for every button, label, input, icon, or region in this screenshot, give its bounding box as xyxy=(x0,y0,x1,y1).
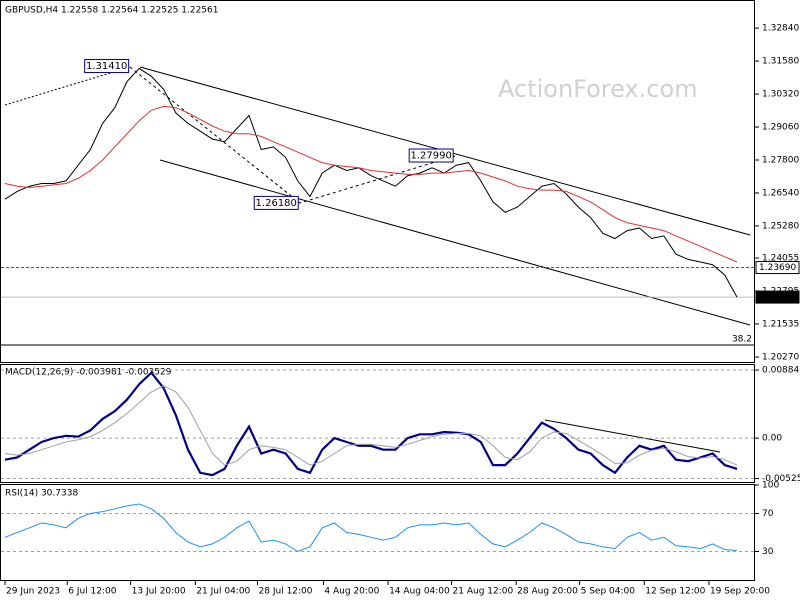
price-label: 1.23690 xyxy=(759,263,796,273)
y-tick-label: 1.25280 xyxy=(762,221,799,231)
fib-label: 38.2 xyxy=(732,334,752,344)
price-label-box xyxy=(755,290,800,304)
series-line xyxy=(4,67,738,298)
series-line xyxy=(4,371,738,477)
y-tick-label: 1.20270 xyxy=(762,353,799,363)
series-line xyxy=(4,105,738,263)
annotation-box xyxy=(84,59,130,74)
y-tick-label: 0.008846 xyxy=(762,366,800,376)
x-tick-label: 13 Jul 20:00 xyxy=(132,587,186,597)
rsi-panel xyxy=(0,484,755,581)
x-tick-label: 19 Sep 20:00 xyxy=(710,587,770,597)
y-tick-label: 1.27800 xyxy=(762,155,799,165)
y-tick-label: 1.21535 xyxy=(762,319,799,329)
series-line xyxy=(4,503,738,553)
x-tick-label: 6 Jul 12:00 xyxy=(68,587,117,597)
x-tick-label: 29 Jun 2023 xyxy=(6,587,60,597)
annotation-box xyxy=(253,195,299,210)
y-tick-label: 30 xyxy=(762,547,774,557)
y-tick-label: 100 xyxy=(762,481,779,491)
price-panel xyxy=(0,0,755,363)
y-tick-label: -0.005252 xyxy=(762,474,800,484)
y-tick-label: 1.32840 xyxy=(762,24,799,34)
price-label: 1.22561 xyxy=(759,293,796,303)
x-tick-label: 21 Jul 04:00 xyxy=(196,587,250,597)
y-tick-label: 1.30320 xyxy=(762,90,799,100)
x-tick-label: 28 Jul 12:00 xyxy=(259,587,313,597)
watermark: ActionForex.com xyxy=(498,75,698,103)
macd-panel xyxy=(0,364,755,483)
annotation-label: 1.26180 xyxy=(256,198,297,209)
price-label-box xyxy=(755,261,800,275)
macd-trend-line xyxy=(544,419,721,453)
x-tick-label: 12 Sep 12:00 xyxy=(645,587,705,597)
y-tick-label: 1.26540 xyxy=(762,188,799,198)
annotation-label: 1.31410 xyxy=(86,61,127,72)
annotation-box xyxy=(408,148,454,163)
trend-line xyxy=(4,66,131,106)
x-tick-label: 28 Aug 20:00 xyxy=(517,587,578,597)
annotation-label: 1.27990 xyxy=(411,151,452,162)
chart-title: GBPUSD,H4 1.22558 1.22564 1.22525 1.2256… xyxy=(5,6,218,16)
y-tick-label: 1.24055 xyxy=(762,253,799,263)
y-tick-label: 0.00 xyxy=(762,434,782,444)
y-tick-label: 70 xyxy=(762,509,774,519)
macd-title: MACD(12,26,9) -0.003981 -0.003529 xyxy=(5,368,172,378)
y-tick-label: 1.31580 xyxy=(762,57,799,67)
x-tick-label: 4 Aug 20:00 xyxy=(324,587,379,597)
rsi-title: RSI(14) 30.7338 xyxy=(5,489,78,499)
x-tick-label: 14 Aug 04:00 xyxy=(389,587,450,597)
series-line xyxy=(4,385,738,466)
y-tick-label: 1.29060 xyxy=(762,123,799,133)
x-tick-label: 21 Aug 12:00 xyxy=(453,587,514,597)
x-tick-label: 5 Sep 04:00 xyxy=(581,587,636,597)
